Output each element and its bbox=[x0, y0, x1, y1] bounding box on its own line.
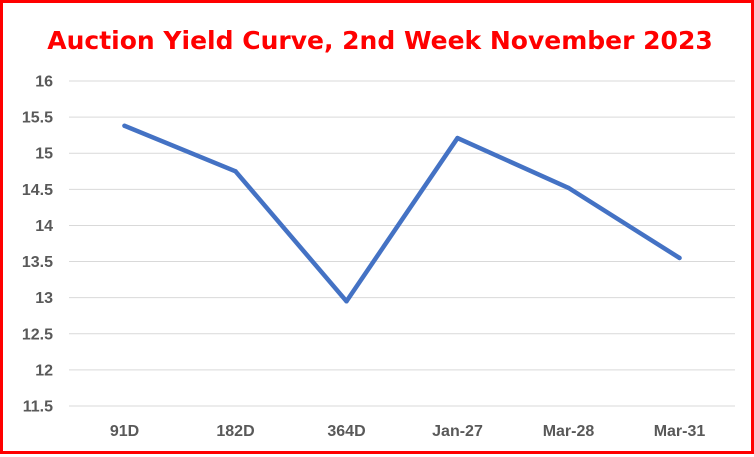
y-tick-label-5: 14 bbox=[35, 218, 53, 235]
y-tick-label-1: 12 bbox=[35, 362, 53, 379]
data-point-mar-28 bbox=[566, 185, 571, 191]
series-points-0 bbox=[122, 123, 682, 304]
y-tick-label-0: 11.5 bbox=[23, 399, 53, 416]
x-tick-label-2: 364D bbox=[327, 423, 365, 440]
x-tick-label-1: 182D bbox=[216, 423, 254, 440]
y-tick-label-7: 15 bbox=[35, 146, 53, 163]
y-tick-label-8: 15.5 bbox=[22, 110, 53, 127]
x-tick-label-4: Mar-28 bbox=[543, 423, 595, 440]
data-point-mar-31 bbox=[677, 255, 682, 261]
x-tick-label-0: 91D bbox=[110, 423, 139, 440]
data-point-jan-27 bbox=[455, 135, 460, 141]
x-tick-label-5: Mar-31 bbox=[654, 423, 706, 440]
data-point-91d bbox=[122, 123, 127, 128]
y-gridlines bbox=[69, 80, 735, 407]
y-tick-label-4: 13.5 bbox=[22, 254, 53, 271]
chart-title: Auction Yield Curve, 2nd Week November 2… bbox=[47, 26, 713, 55]
line-chart: 11.5 12 12.5 13 13.5 14 14.5 15 15.5 16 91D 182D 364… bbox=[22, 74, 735, 440]
x-tick-label-3: Jan-27 bbox=[432, 423, 483, 440]
series-line-0 bbox=[122, 123, 682, 304]
y-tick-label-2: 12.5 bbox=[22, 326, 53, 343]
y-axis-tick-labels: 11.5 12 12.5 13 13.5 14 14.5 15 15.5 16 bbox=[22, 74, 53, 416]
data-point-364d bbox=[344, 299, 349, 304]
data-point-182d bbox=[233, 169, 238, 174]
y-tick-label-9: 16 bbox=[35, 74, 53, 91]
y-tick-label-6: 14.5 bbox=[22, 182, 53, 199]
x-axis-tick-labels: 91D 182D 364D Jan-27 Mar-28 Mar-31 bbox=[110, 423, 706, 440]
y-tick-label-3: 13 bbox=[35, 290, 53, 307]
